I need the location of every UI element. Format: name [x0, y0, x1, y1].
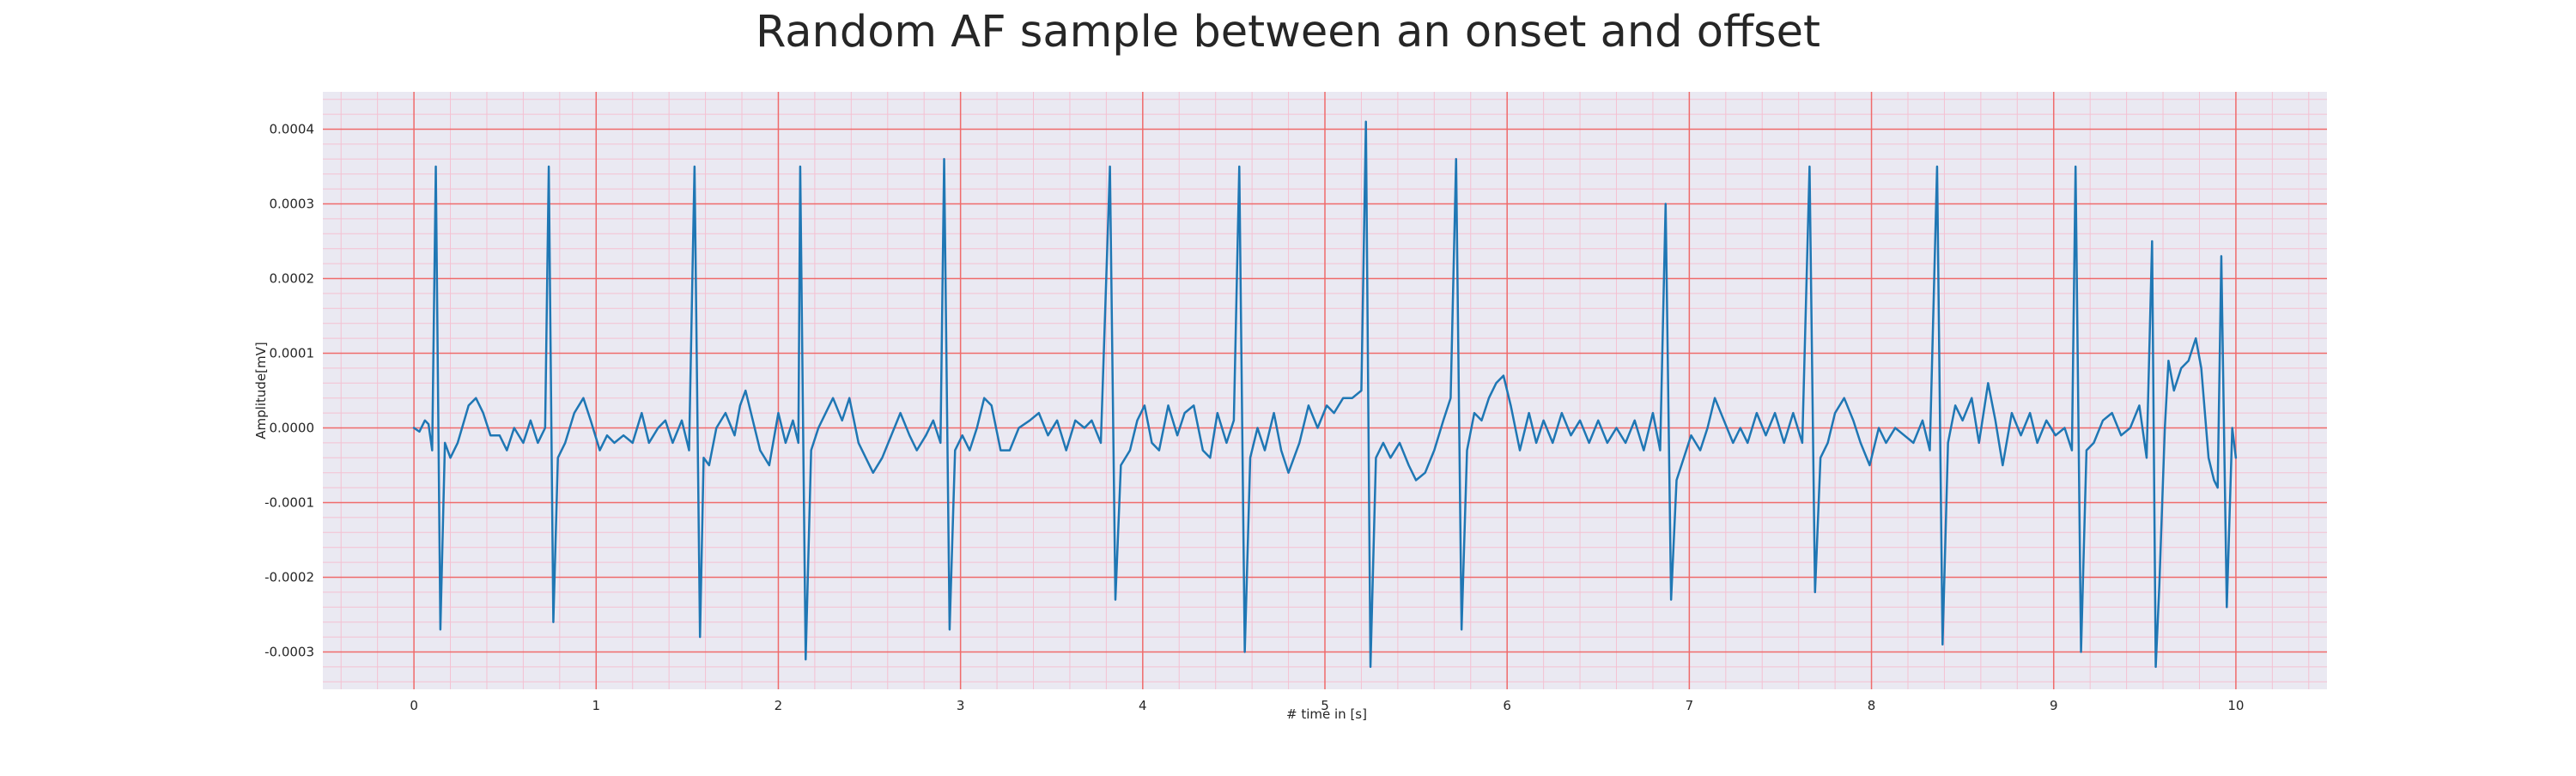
- x-axis-ticks: 0 1 2 3 4 5 6 7 8 9 10: [410, 698, 2244, 713]
- signal-line: [412, 120, 2238, 669]
- y-tick-label: 0.0002: [270, 271, 315, 287]
- x-tick-label: 8: [1868, 698, 1876, 713]
- y-tick-label: -0.0001: [264, 495, 314, 511]
- x-tick-label: 3: [957, 698, 965, 713]
- y-tick-label: -0.0002: [264, 570, 314, 585]
- y-axis-ticks: -0.0003 -0.0002 -0.0001 0.0000 0.0001 0.0002 0…: [264, 122, 314, 660]
- x-tick-label: 6: [1503, 698, 1511, 713]
- x-tick-label: 7: [1686, 698, 1694, 713]
- y-tick-label: 0.0004: [270, 122, 315, 137]
- y-tick-label: 0.0001: [270, 346, 315, 361]
- x-tick-label: 1: [592, 698, 600, 713]
- x-tick-label: 0: [410, 698, 418, 713]
- x-tick-label: 10: [2227, 698, 2244, 713]
- y-axis-label: Amplitude[mV]: [253, 342, 269, 439]
- y-tick-label: 0.0000: [270, 421, 315, 436]
- y-tick-label: 0.0003: [270, 197, 315, 212]
- x-tick-label: 4: [1139, 698, 1147, 713]
- x-tick-label: 2: [775, 698, 783, 713]
- x-axis-label: # time in [s]: [1286, 706, 1367, 722]
- plot-area: [323, 92, 2327, 689]
- y-tick-label: -0.0003: [264, 645, 314, 660]
- x-tick-label: 9: [2050, 698, 2058, 713]
- chart-title: Random AF sample between an onset and of…: [756, 7, 1820, 58]
- x-tick-label: 5: [1321, 698, 1329, 713]
